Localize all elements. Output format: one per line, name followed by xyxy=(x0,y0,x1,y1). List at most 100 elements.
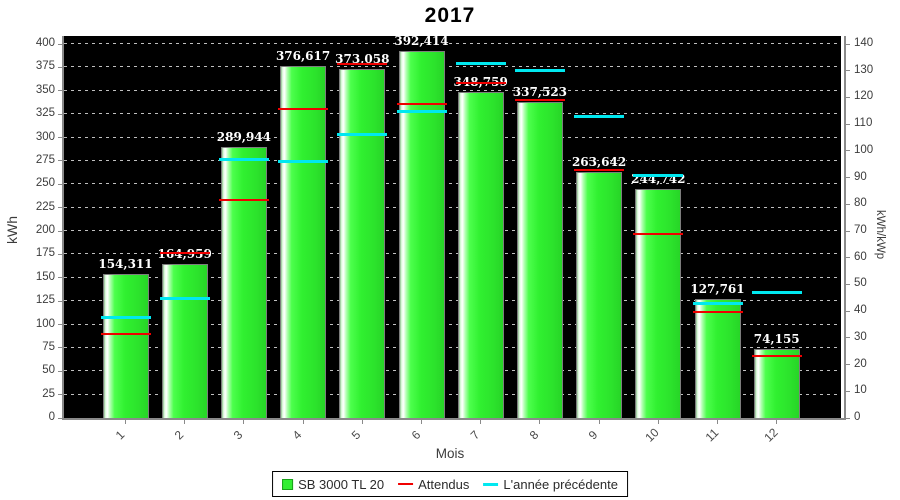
gridline xyxy=(64,346,841,348)
y2-axis-tick-label: 30 xyxy=(854,330,867,343)
x-axis-tick xyxy=(243,420,245,424)
y-axis-tick-label: 75 xyxy=(42,340,55,353)
bar-month-12[interactable] xyxy=(753,348,800,418)
y-axis-tick-label: 225 xyxy=(35,200,55,213)
y-axis-tick xyxy=(58,183,62,185)
y2-axis-tick xyxy=(846,364,850,366)
y2-axis-tick-label: 90 xyxy=(854,170,867,183)
bar-month-11[interactable] xyxy=(694,298,741,418)
y-axis-tick-label: 300 xyxy=(35,130,55,143)
bar-value-label: 127,761 xyxy=(690,281,745,296)
gridline xyxy=(64,253,841,255)
y2-axis-tick-label: 140 xyxy=(854,37,874,49)
x-axis-tick xyxy=(361,420,363,424)
bar-value-label: 348,759 xyxy=(441,75,521,89)
y-axis-tick xyxy=(58,160,62,162)
legend-label-previous-year: L'année précédente xyxy=(503,476,618,492)
y2-axis-tick-label: 130 xyxy=(854,63,874,76)
attendus-line xyxy=(633,232,684,235)
attendus-line xyxy=(455,82,506,85)
bar-value-label: 74,155 xyxy=(753,331,800,346)
x-axis-tick xyxy=(421,420,422,424)
y-axis-tick xyxy=(58,43,62,45)
legend-item-attendus: Attendus xyxy=(398,477,469,492)
y2-axis-tick-label: 100 xyxy=(854,143,874,156)
x-axis-tick xyxy=(184,420,186,424)
y2-axis-tick-label: 10 xyxy=(854,384,867,397)
y2-axis-tick xyxy=(846,123,850,125)
x-axis-tick xyxy=(125,420,126,424)
x-axis-tick xyxy=(657,420,659,424)
y2-axis-tick xyxy=(846,150,850,152)
previous-year-line xyxy=(633,174,684,178)
y2-axis-tick xyxy=(846,310,850,312)
gridline xyxy=(64,136,841,138)
y-axis-tick-label: 275 xyxy=(35,153,55,166)
bar-month-4[interactable] xyxy=(280,65,327,418)
y2-axis-title: kWh/kWp xyxy=(874,210,886,260)
previous-year-line xyxy=(751,291,802,295)
y2-axis-tick xyxy=(846,43,850,45)
y2-axis-tick xyxy=(846,96,850,98)
gridline xyxy=(64,300,841,302)
bar-month-1[interactable] xyxy=(102,273,149,418)
bar-month-3[interactable] xyxy=(220,146,267,418)
attendus-line xyxy=(396,102,447,105)
bar-month-5[interactable] xyxy=(339,69,386,418)
bar-month-8[interactable] xyxy=(516,102,563,418)
previous-year-line xyxy=(278,160,329,164)
previous-year-line xyxy=(514,68,565,72)
y-axis-tick-label: 400 xyxy=(35,37,55,49)
attendus-line-icon xyxy=(398,483,414,485)
y2-axis-tick-label: 70 xyxy=(854,224,867,236)
production-swatch-icon xyxy=(282,478,294,490)
gridline xyxy=(64,89,841,91)
y2-axis-tick-label: 40 xyxy=(854,304,867,317)
attendus-line xyxy=(574,169,625,172)
x-axis-tick xyxy=(302,420,304,424)
legend-item-production: SB 3000 TL 20 xyxy=(282,477,384,492)
previous-year-line xyxy=(692,301,743,305)
gridline xyxy=(64,393,841,395)
y2-axis-tick xyxy=(846,177,850,179)
y2-axis-tick xyxy=(846,337,850,339)
y-axis-tick xyxy=(58,253,62,255)
y-axis-tick xyxy=(58,230,62,232)
previous-year-line xyxy=(574,114,625,118)
y2-axis-tick-label: 60 xyxy=(854,250,867,263)
y2-axis-tick xyxy=(846,230,850,232)
y-axis-tick-label: 350 xyxy=(35,83,55,96)
bar-value-label: 337,523 xyxy=(512,85,568,100)
y-axis-tick-label: 375 xyxy=(35,60,55,73)
bar-value-label: 376,617 xyxy=(275,48,331,63)
bar-value-label: 263,642 xyxy=(571,154,627,169)
attendus-line xyxy=(278,108,329,111)
y-axis-tick xyxy=(58,277,62,279)
previous-year-line xyxy=(455,62,506,66)
previous-year-line xyxy=(100,315,151,319)
bar-month-2[interactable] xyxy=(161,263,208,418)
y-axis-tick xyxy=(58,300,62,302)
gridline xyxy=(64,323,841,325)
y2-axis-tick xyxy=(846,203,850,205)
bar-month-7[interactable] xyxy=(457,91,504,418)
bar-month-6[interactable] xyxy=(398,51,445,418)
attendus-line xyxy=(751,355,802,358)
plot-area: 154,311164,959289,944376,617373,058392,4… xyxy=(64,34,841,418)
y-axis-tick-label: 25 xyxy=(42,387,55,400)
y2-axis-line xyxy=(844,36,846,420)
bar-value-label: 392,414 xyxy=(394,34,449,49)
legend: SB 3000 TL 20 Attendus L'année précédent… xyxy=(272,471,628,497)
y-axis-tick xyxy=(58,66,62,68)
y-axis-tick xyxy=(58,417,62,419)
legend-label-production: SB 3000 TL 20 xyxy=(298,476,385,492)
x-axis-tick xyxy=(480,420,482,424)
y2-axis-tick-label: 120 xyxy=(854,90,874,103)
y-axis-tick-label: 50 xyxy=(42,364,55,377)
y-axis-tick-label: 175 xyxy=(35,247,55,260)
attendus-line xyxy=(692,311,743,314)
x-axis-line xyxy=(62,418,846,420)
bar-month-9[interactable] xyxy=(576,171,623,418)
bar-month-10[interactable] xyxy=(635,189,682,418)
